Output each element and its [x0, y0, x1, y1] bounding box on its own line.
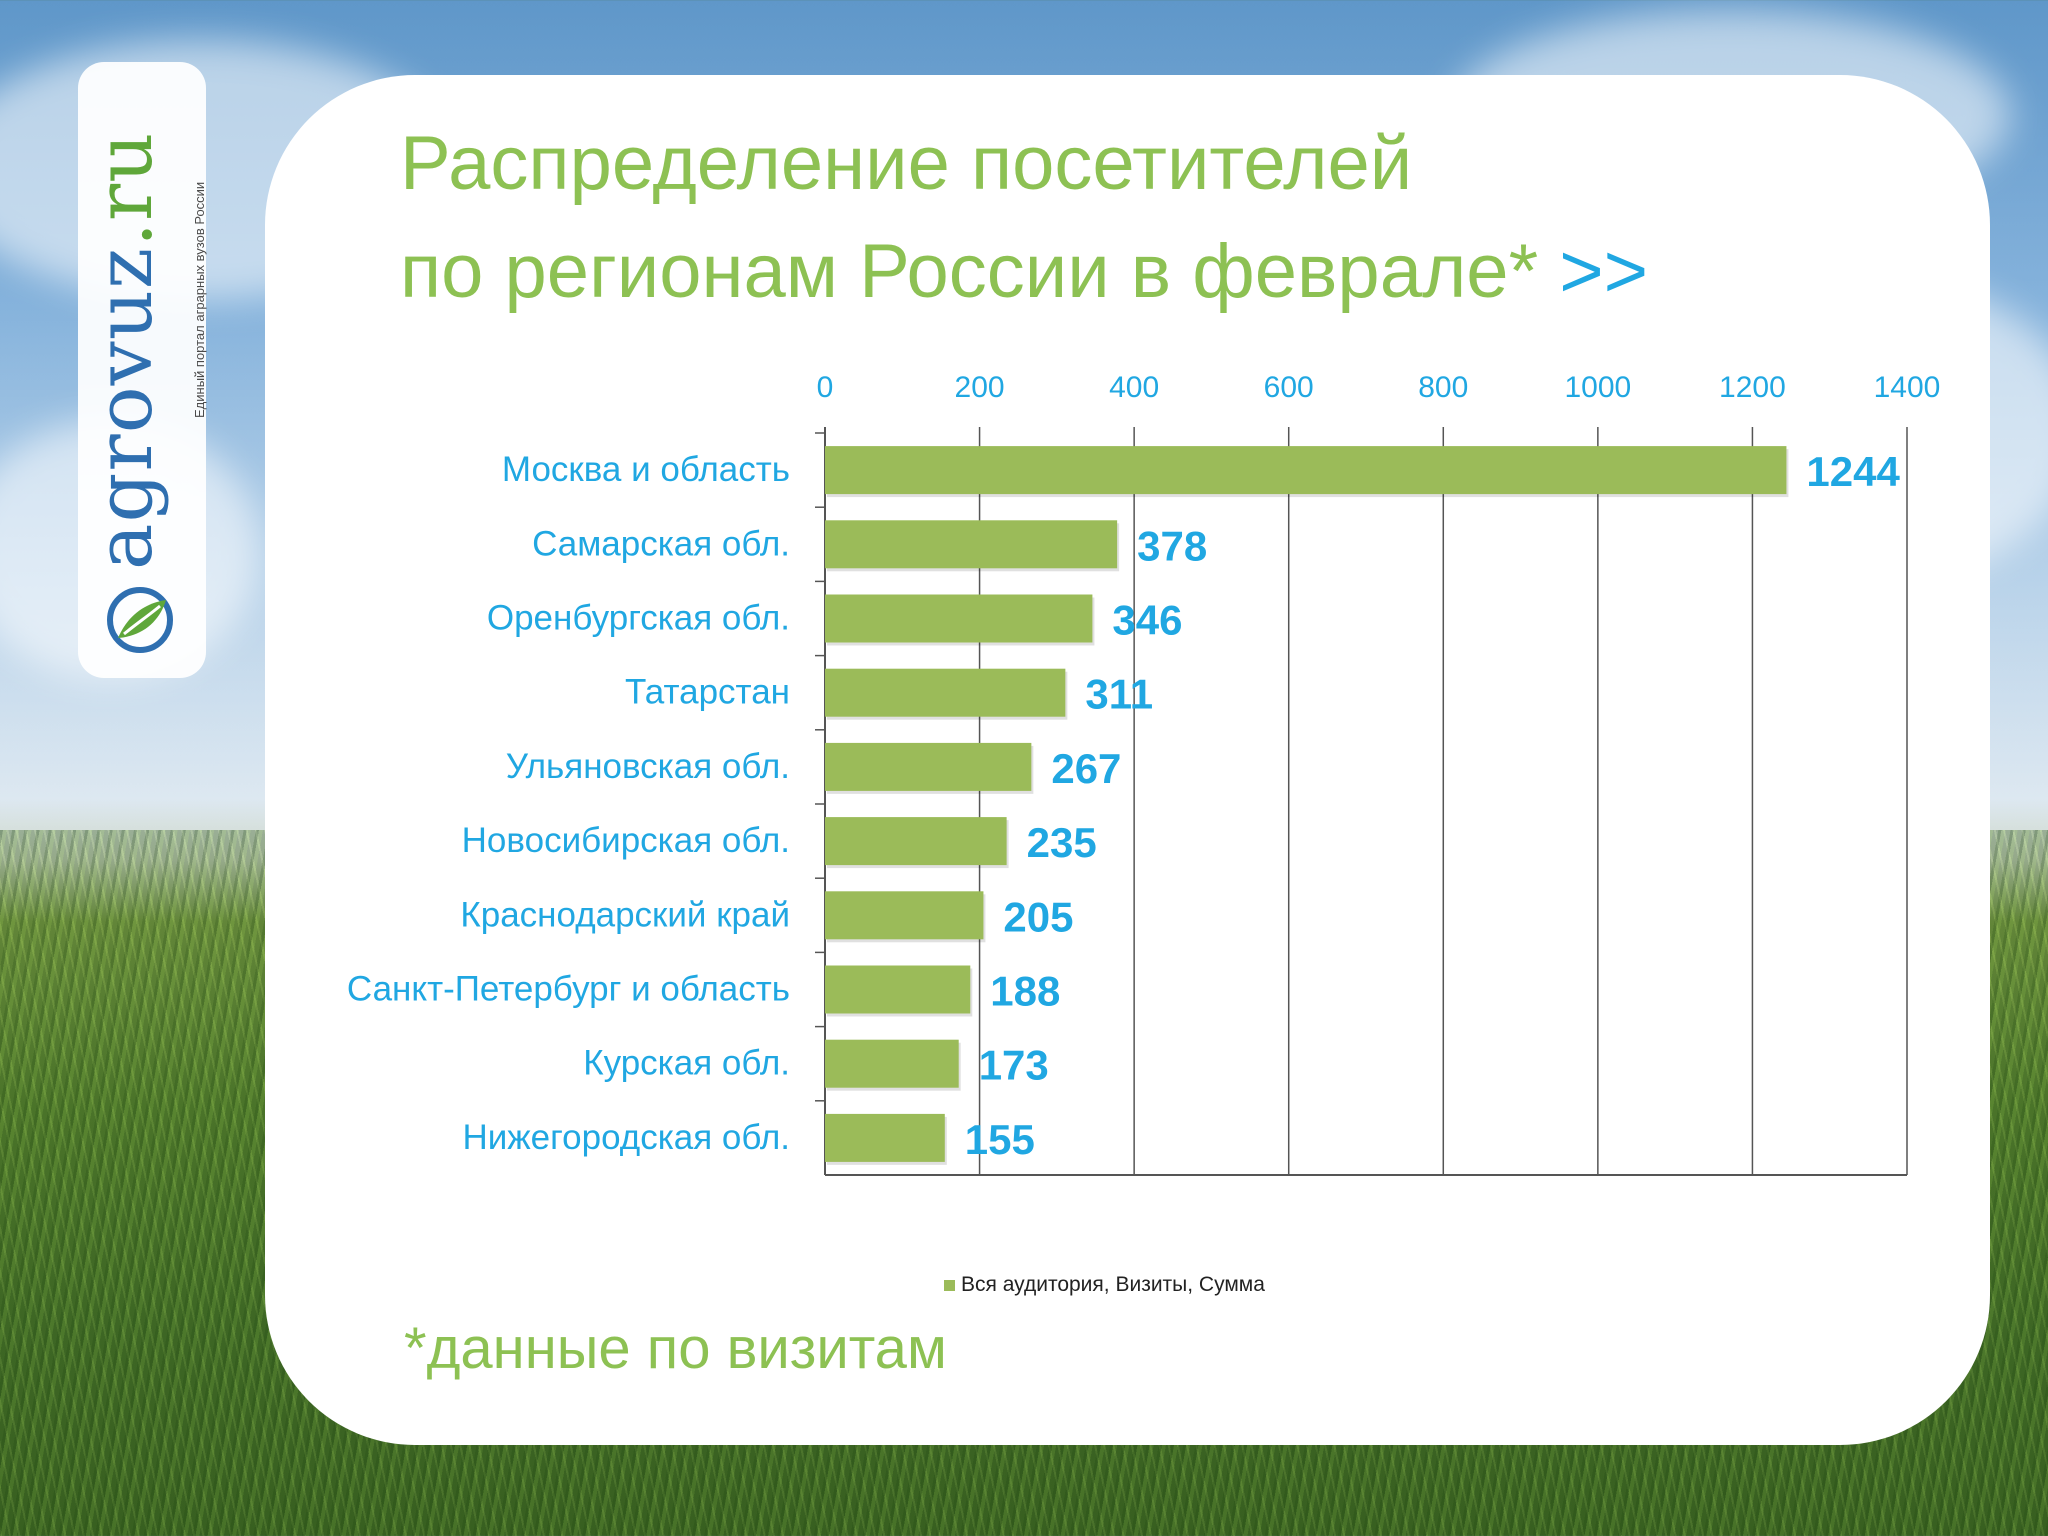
x-tick-label: 600 — [1264, 371, 1314, 404]
title-line-1: Распределение посетителей — [400, 121, 1413, 206]
category-label: Оренбургская обл. — [487, 599, 790, 638]
footnote: *данные по визитам — [404, 1316, 947, 1381]
legend-label: Вся аудитория, Визиты, Сумма — [961, 1273, 1265, 1296]
category-label: Татарстан — [625, 673, 790, 712]
bar — [825, 742, 1032, 791]
bar — [825, 594, 1093, 643]
title-line-2: по регионам России в феврале* — [400, 229, 1560, 314]
category-label: Краснодарский край — [460, 895, 790, 934]
bar — [825, 1113, 945, 1162]
category-label: Москва и область — [502, 450, 790, 489]
data-label: 205 — [1003, 893, 1073, 940]
category-label: Курская обл. — [583, 1044, 790, 1083]
x-tick-label: 200 — [955, 371, 1005, 404]
logo-leaf-icon — [107, 587, 173, 653]
bar — [825, 446, 1787, 495]
data-label: 346 — [1112, 597, 1182, 644]
category-label: Нижегородская обл. — [462, 1118, 790, 1157]
chart-legend: Вся аудитория, Визиты, Сумма — [944, 1273, 1265, 1297]
x-tick-label: 800 — [1418, 371, 1468, 404]
bar — [825, 891, 984, 940]
title-arrows: >> — [1559, 229, 1649, 314]
data-label: 267 — [1051, 745, 1121, 792]
bar — [825, 520, 1118, 569]
data-label: 378 — [1137, 522, 1207, 569]
data-label: 188 — [990, 968, 1060, 1015]
x-tick-label: 1400 — [1874, 371, 1941, 404]
category-label: Ульяновская обл. — [506, 747, 790, 786]
x-tick-label: 1000 — [1564, 371, 1631, 404]
bar — [825, 668, 1066, 717]
logo — [78, 62, 206, 678]
legend-swatch — [944, 1279, 955, 1291]
x-tick-label: 400 — [1109, 371, 1159, 404]
page-title: Распределение посетителей по регионам Ро… — [400, 110, 1648, 326]
bar — [825, 817, 1007, 866]
data-label: 155 — [965, 1116, 1035, 1163]
x-tick-label: 0 — [817, 371, 834, 404]
data-label: 311 — [1085, 671, 1153, 718]
bar-chart: 0 200 400 600 800 1000 1200 1400 Москва и област… — [347, 371, 1941, 1176]
data-label: 1244 — [1806, 448, 1900, 495]
category-label: Самарская обл. — [532, 524, 790, 563]
x-tick-label: 1200 — [1719, 371, 1786, 404]
category-label: Санкт-Петербург и область — [347, 970, 790, 1009]
bar — [825, 1039, 959, 1088]
data-label: 173 — [979, 1042, 1049, 1089]
content-card — [265, 75, 1990, 1445]
bar — [825, 965, 971, 1014]
data-label: 235 — [1027, 819, 1097, 866]
category-label: Новосибирская обл. — [462, 821, 790, 860]
